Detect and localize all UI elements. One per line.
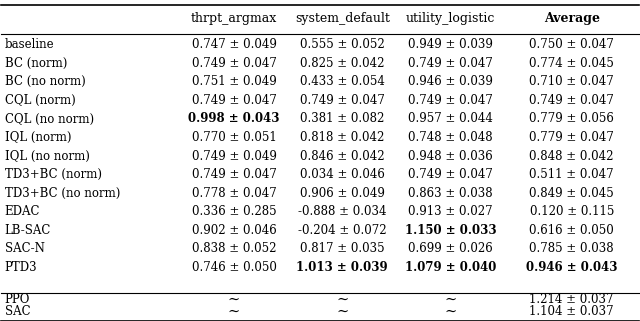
Text: 0.749 ± 0.047: 0.749 ± 0.047 (191, 168, 276, 181)
Text: 0.433 ± 0.054: 0.433 ± 0.054 (300, 75, 385, 88)
Text: 0.699 ± 0.026: 0.699 ± 0.026 (408, 242, 493, 255)
Text: ∼: ∼ (228, 305, 240, 319)
Text: 1.150 ± 0.033: 1.150 ± 0.033 (405, 224, 497, 237)
Text: system_default: system_default (295, 12, 390, 25)
Text: LB-SAC: LB-SAC (4, 224, 51, 237)
Text: 0.710 ± 0.047: 0.710 ± 0.047 (529, 75, 614, 88)
Text: 0.846 ± 0.042: 0.846 ± 0.042 (300, 150, 385, 163)
Text: 1.013 ± 0.039: 1.013 ± 0.039 (296, 261, 388, 274)
Text: baseline: baseline (4, 38, 54, 51)
Text: BC (norm): BC (norm) (4, 57, 67, 70)
Text: 0.511 ± 0.047: 0.511 ± 0.047 (529, 168, 614, 181)
Text: TD3+BC (no norm): TD3+BC (no norm) (4, 187, 120, 200)
Text: 0.749 ± 0.047: 0.749 ± 0.047 (300, 94, 385, 107)
Text: PPO: PPO (4, 293, 30, 306)
Text: 0.902 ± 0.046: 0.902 ± 0.046 (191, 224, 276, 237)
Text: -0.204 ± 0.072: -0.204 ± 0.072 (298, 224, 387, 237)
Text: 0.747 ± 0.049: 0.747 ± 0.049 (191, 38, 276, 51)
Text: 0.616 ± 0.050: 0.616 ± 0.050 (529, 224, 614, 237)
Text: ∼: ∼ (445, 305, 457, 319)
Text: CQL (no norm): CQL (no norm) (4, 112, 93, 126)
Text: 0.751 ± 0.049: 0.751 ± 0.049 (191, 75, 276, 88)
Text: IQL (no norm): IQL (no norm) (4, 150, 90, 163)
Text: 0.749 ± 0.047: 0.749 ± 0.047 (191, 94, 276, 107)
Text: 0.838 ± 0.052: 0.838 ± 0.052 (192, 242, 276, 255)
Text: 0.749 ± 0.047: 0.749 ± 0.047 (408, 94, 493, 107)
Text: 0.957 ± 0.044: 0.957 ± 0.044 (408, 112, 493, 126)
Text: CQL (norm): CQL (norm) (4, 94, 76, 107)
Text: ∼: ∼ (336, 292, 348, 307)
Text: 0.949 ± 0.039: 0.949 ± 0.039 (408, 38, 493, 51)
Text: SAC-N: SAC-N (4, 242, 44, 255)
Text: 0.817 ± 0.035: 0.817 ± 0.035 (300, 242, 385, 255)
Text: 0.778 ± 0.047: 0.778 ± 0.047 (191, 187, 276, 200)
Text: 0.774 ± 0.045: 0.774 ± 0.045 (529, 57, 614, 70)
Text: 0.785 ± 0.038: 0.785 ± 0.038 (529, 242, 614, 255)
Text: 0.906 ± 0.049: 0.906 ± 0.049 (300, 187, 385, 200)
Text: 0.998 ± 0.043: 0.998 ± 0.043 (188, 112, 280, 126)
Text: TD3+BC (norm): TD3+BC (norm) (4, 168, 102, 181)
Text: -0.888 ± 0.034: -0.888 ± 0.034 (298, 205, 387, 218)
Text: 0.749 ± 0.047: 0.749 ± 0.047 (529, 94, 614, 107)
Text: 0.770 ± 0.051: 0.770 ± 0.051 (191, 131, 276, 144)
Text: 1.079 ± 0.040: 1.079 ± 0.040 (405, 261, 496, 274)
Text: 0.746 ± 0.050: 0.746 ± 0.050 (191, 261, 276, 274)
Text: 0.749 ± 0.047: 0.749 ± 0.047 (408, 168, 493, 181)
Text: 0.381 ± 0.082: 0.381 ± 0.082 (300, 112, 385, 126)
Text: 1.104 ± 0.037: 1.104 ± 0.037 (529, 305, 614, 318)
Text: 0.748 ± 0.048: 0.748 ± 0.048 (408, 131, 493, 144)
Text: 0.946 ± 0.043: 0.946 ± 0.043 (526, 261, 618, 274)
Text: 0.818 ± 0.042: 0.818 ± 0.042 (300, 131, 385, 144)
Text: 0.749 ± 0.049: 0.749 ± 0.049 (191, 150, 276, 163)
Text: ∼: ∼ (336, 305, 348, 319)
Text: 1.214 ± 0.037: 1.214 ± 0.037 (529, 293, 614, 306)
Text: 0.948 ± 0.036: 0.948 ± 0.036 (408, 150, 493, 163)
Text: ∼: ∼ (445, 292, 457, 307)
Text: 0.034 ± 0.046: 0.034 ± 0.046 (300, 168, 385, 181)
Text: 0.946 ± 0.039: 0.946 ± 0.039 (408, 75, 493, 88)
Text: thrpt_argmax: thrpt_argmax (191, 12, 277, 25)
Text: PTD3: PTD3 (4, 261, 37, 274)
Text: 0.336 ± 0.285: 0.336 ± 0.285 (191, 205, 276, 218)
Text: IQL (norm): IQL (norm) (4, 131, 71, 144)
Text: BC (no norm): BC (no norm) (4, 75, 85, 88)
Text: EDAC: EDAC (4, 205, 40, 218)
Text: 0.779 ± 0.056: 0.779 ± 0.056 (529, 112, 614, 126)
Text: Average: Average (544, 12, 600, 25)
Text: 0.913 ± 0.027: 0.913 ± 0.027 (408, 205, 493, 218)
Text: 0.555 ± 0.052: 0.555 ± 0.052 (300, 38, 385, 51)
Text: 0.749 ± 0.047: 0.749 ± 0.047 (191, 57, 276, 70)
Text: 0.863 ± 0.038: 0.863 ± 0.038 (408, 187, 493, 200)
Text: 0.749 ± 0.047: 0.749 ± 0.047 (408, 57, 493, 70)
Text: 0.825 ± 0.042: 0.825 ± 0.042 (300, 57, 385, 70)
Text: 0.750 ± 0.047: 0.750 ± 0.047 (529, 38, 614, 51)
Text: 0.849 ± 0.045: 0.849 ± 0.045 (529, 187, 614, 200)
Text: 0.120 ± 0.115: 0.120 ± 0.115 (529, 205, 614, 218)
Text: SAC: SAC (4, 305, 30, 318)
Text: utility_logistic: utility_logistic (406, 12, 495, 25)
Text: ∼: ∼ (228, 292, 240, 307)
Text: 0.779 ± 0.047: 0.779 ± 0.047 (529, 131, 614, 144)
Text: 0.848 ± 0.042: 0.848 ± 0.042 (529, 150, 614, 163)
